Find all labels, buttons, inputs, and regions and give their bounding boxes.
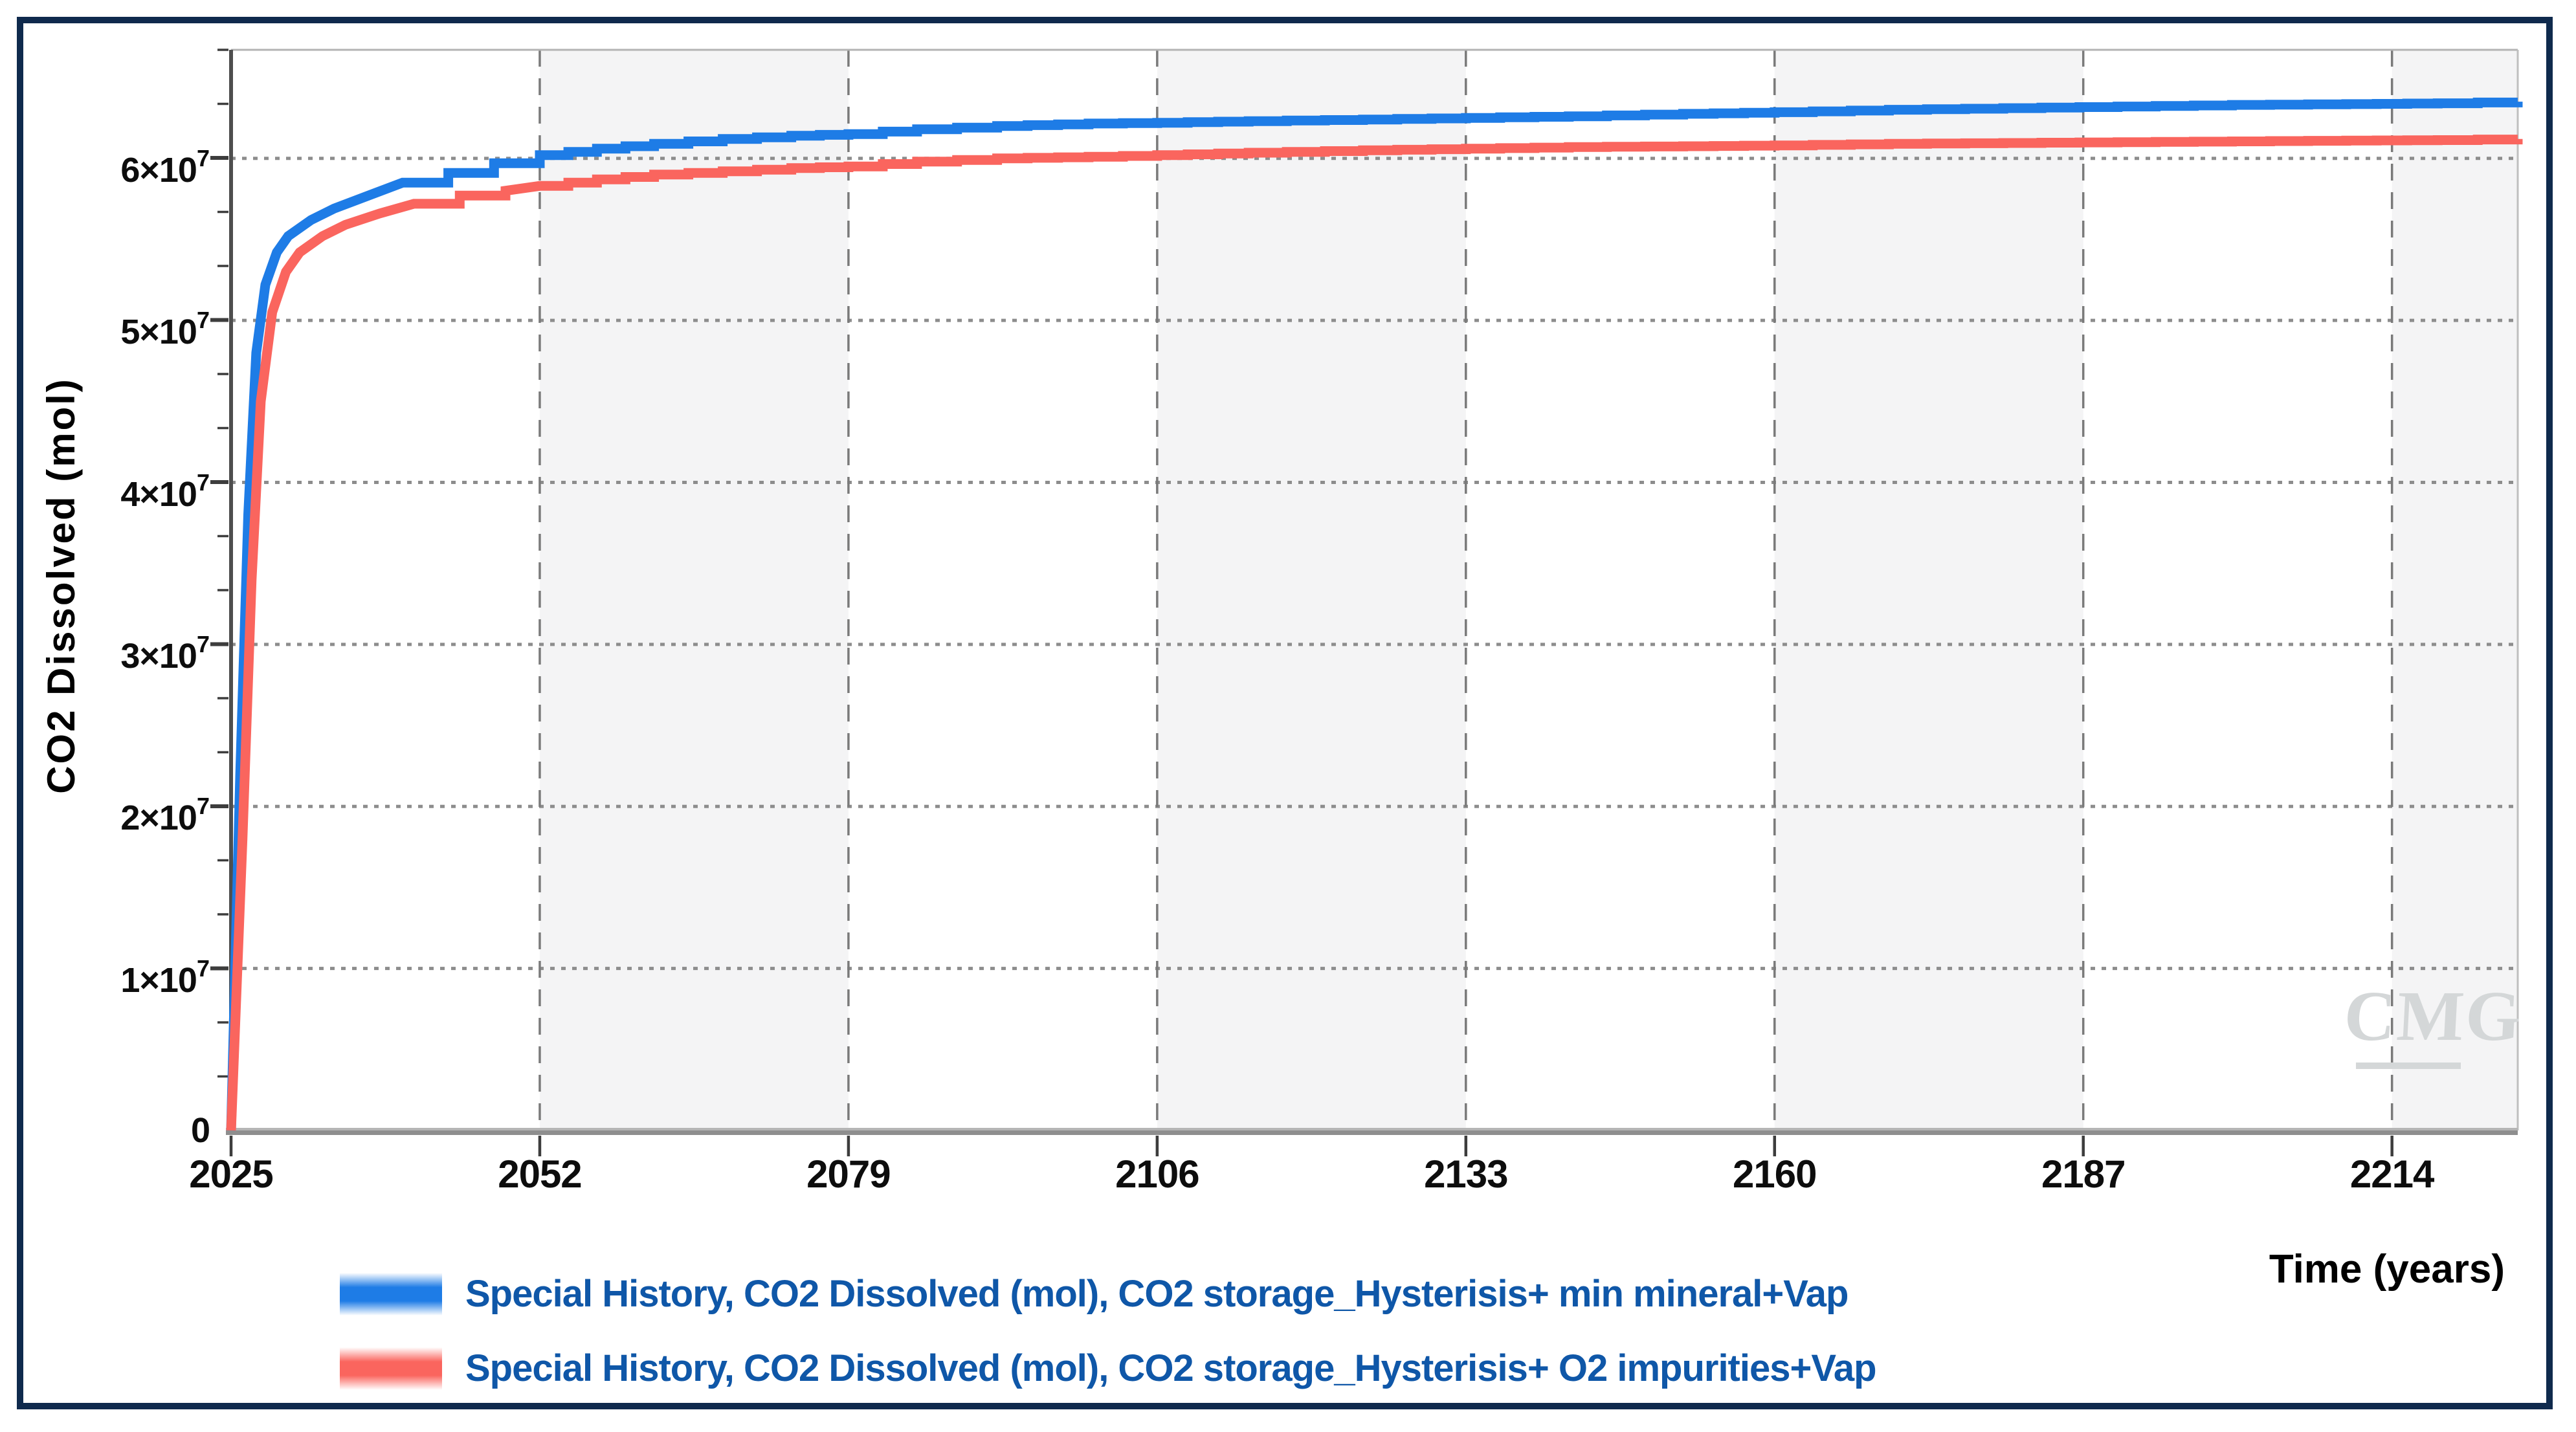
legend-line-swatch-blue bbox=[340, 1272, 442, 1316]
x-tick-label: 2106 bbox=[1115, 1152, 1199, 1196]
legend-label: Special History, CO2 Dissolved (mol), CO… bbox=[465, 1273, 1849, 1315]
y-tick-label: 6×107 bbox=[120, 144, 210, 190]
legend-item-min-mineral: Special History, CO2 Dissolved (mol), CO… bbox=[340, 1263, 1849, 1325]
y-tick-label: 0 bbox=[190, 1111, 210, 1150]
legend-label: Special History, CO2 Dissolved (mol), CO… bbox=[465, 1347, 1877, 1389]
y-tick-label: 2×107 bbox=[120, 793, 210, 838]
x-axis-line-highlight bbox=[226, 1128, 2518, 1130]
legend-item-o2-impurities: Special History, CO2 Dissolved (mol), CO… bbox=[340, 1338, 1877, 1399]
x-tick-label: 2187 bbox=[2041, 1152, 2126, 1196]
y-axis-line bbox=[229, 50, 233, 1134]
x-tick-label: 2160 bbox=[1733, 1152, 1817, 1196]
y-tick-label: 1×107 bbox=[120, 954, 210, 1000]
x-tick-label: 2052 bbox=[498, 1152, 582, 1196]
x-tick-label: 2214 bbox=[2349, 1152, 2434, 1196]
cmg-logo-underline bbox=[2356, 1063, 2461, 1069]
x-axis-title: Time (years) bbox=[2269, 1247, 2505, 1292]
legend-line-swatch-red bbox=[340, 1347, 442, 1390]
x-tick-label: 2025 bbox=[189, 1152, 273, 1196]
x-tick-label: 2079 bbox=[806, 1152, 891, 1196]
plot-band bbox=[1774, 50, 2083, 1130]
y-tick-label: 5×107 bbox=[120, 307, 210, 352]
x-axis-line bbox=[226, 1130, 2518, 1135]
y-tick-label: 3×107 bbox=[120, 630, 210, 676]
plot-band bbox=[2392, 50, 2518, 1130]
series-line-red bbox=[226, 135, 2523, 1131]
plot-band bbox=[1157, 50, 1466, 1130]
plot-band bbox=[539, 50, 849, 1130]
outer-border bbox=[17, 17, 2553, 1409]
x-tick-label: 2133 bbox=[1424, 1152, 1508, 1196]
y-tick-label: 4×107 bbox=[120, 468, 210, 514]
series-line-blue bbox=[226, 97, 2523, 1131]
